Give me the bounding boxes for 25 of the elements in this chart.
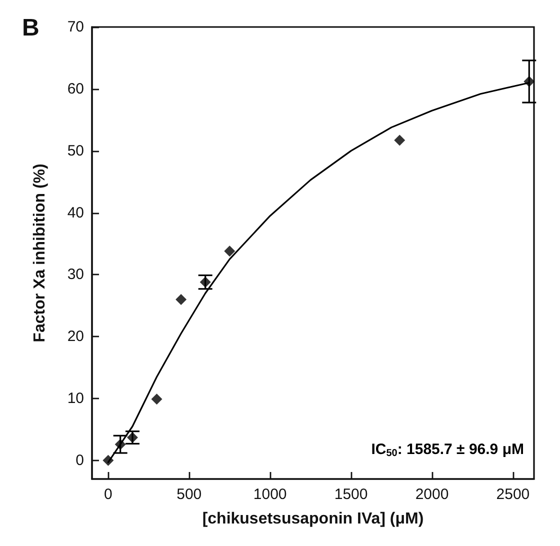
- x-axis-title: [chikusetsusaponin IVa] (μM): [202, 510, 424, 528]
- x-tick-label: 2000: [415, 486, 449, 503]
- point: [224, 246, 236, 257]
- x-tick-label: 500: [176, 486, 202, 503]
- point: [524, 76, 535, 87]
- point: [114, 438, 126, 450]
- point: [102, 454, 114, 466]
- y-tick-label: 60: [67, 80, 84, 98]
- point: [126, 432, 138, 444]
- point: [394, 134, 406, 146]
- y-tick-label: 30: [67, 266, 84, 284]
- y-tick-label: 20: [67, 328, 84, 346]
- text: B: [22, 14, 40, 42]
- y-tick-label: 40: [67, 204, 84, 222]
- point: [151, 394, 162, 405]
- x-tick-label: 2500: [496, 486, 530, 503]
- x-tick-label: 1500: [334, 486, 368, 503]
- y-tick-label: 70: [67, 18, 84, 36]
- x-tick-label: 1000: [253, 486, 287, 503]
- y-tick-label: 10: [67, 390, 84, 408]
- x-tick-label: 0: [104, 486, 112, 503]
- y-axis-title: Factor Xa inhibition (%): [32, 164, 48, 342]
- y-tick-label: 0: [76, 452, 84, 469]
- y-tick-label: 50: [67, 142, 84, 160]
- point: [176, 294, 187, 305]
